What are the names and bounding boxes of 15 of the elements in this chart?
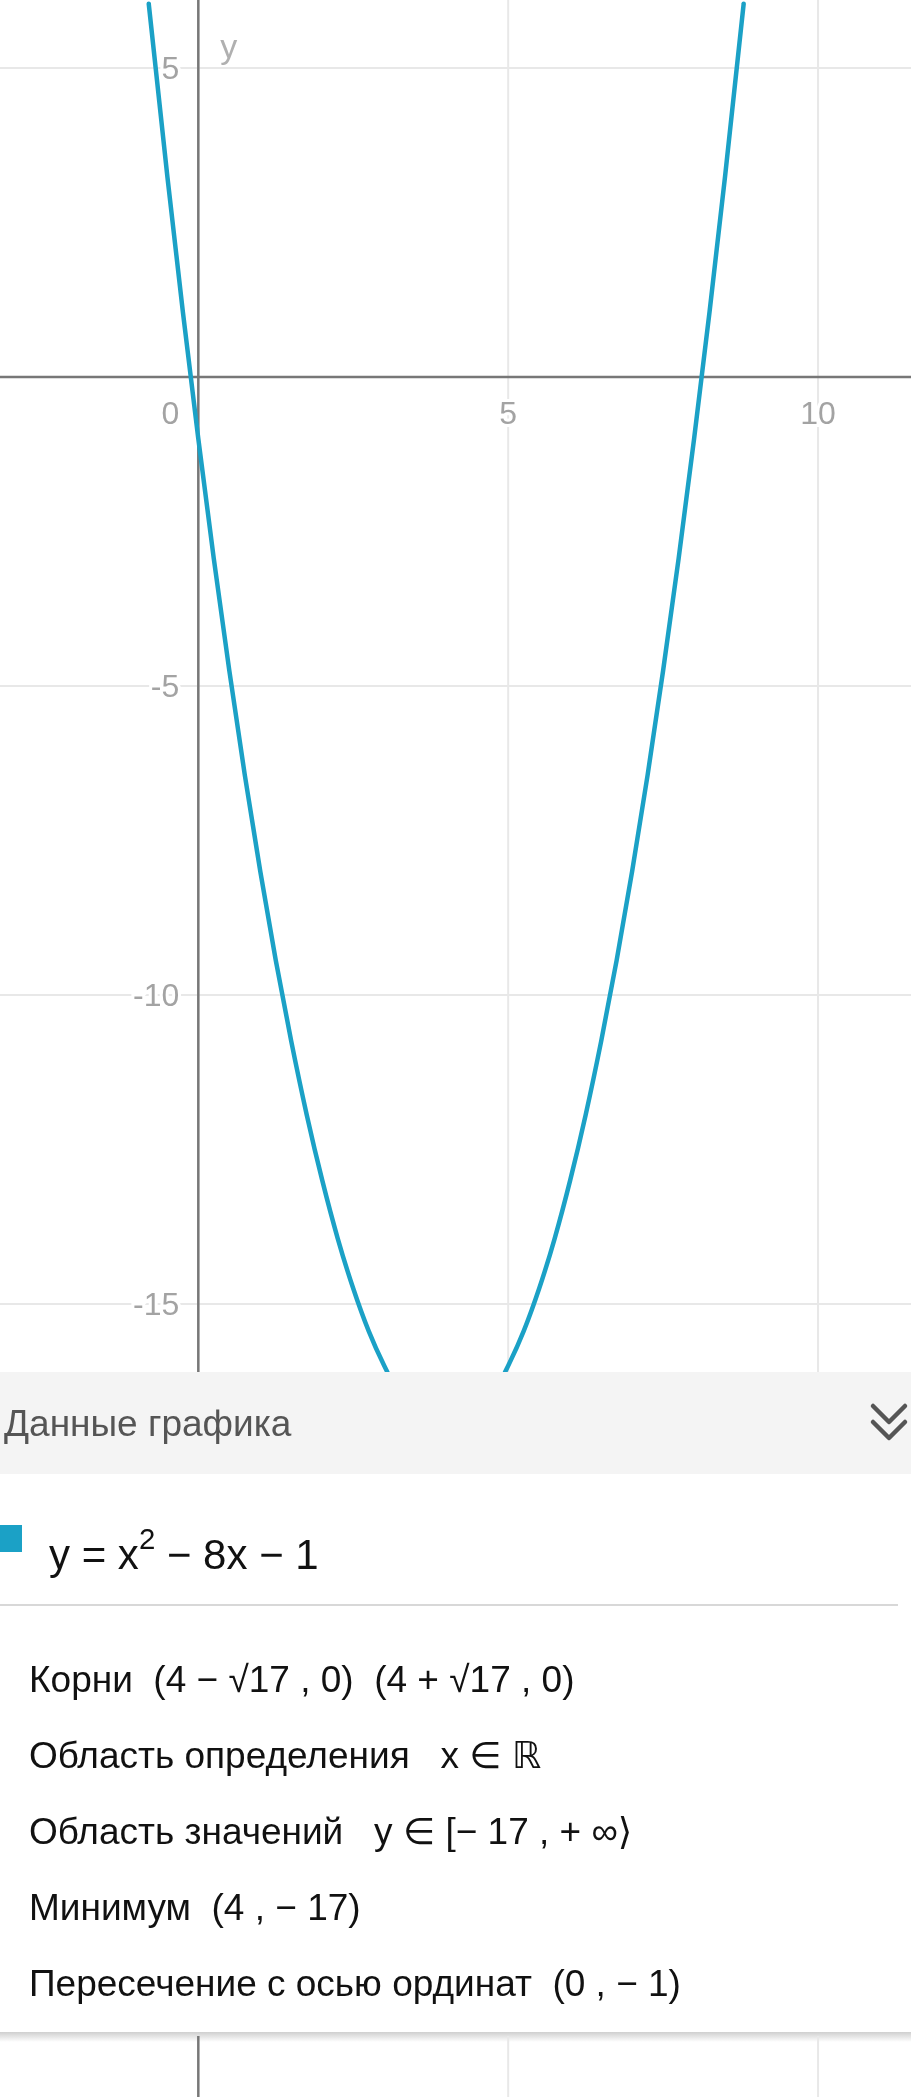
y-tick-label: 5 (161, 49, 180, 86)
legend-label: y = x$^{2}$ − 8x − 1 (49, 1521, 319, 1578)
text: Пересечение с осью ординат (0 , − 1) (29, 1963, 681, 2004)
y-tick-label: -15 (133, 1286, 180, 1323)
x-tick-label: 5 (499, 394, 518, 431)
legend-title: Данные графика (4, 1403, 292, 1444)
y-tick-label: -5 (150, 668, 180, 704)
text: Область значений y ∈ [− 17 , + ∞⟩ (29, 1811, 633, 1852)
x-tick-label: 0 (161, 394, 180, 431)
x-tick-label: 10 (800, 394, 836, 431)
text: Область определения x ∈ ℝ (29, 1735, 542, 1776)
text: Минимум (4 , − 17) (29, 1887, 361, 1928)
text: Корни (4 − √17 , 0) (4 + √17 , 0) (29, 1659, 575, 1700)
y-axis-title: y (220, 27, 238, 65)
y-tick-label: -10 (133, 977, 180, 1014)
